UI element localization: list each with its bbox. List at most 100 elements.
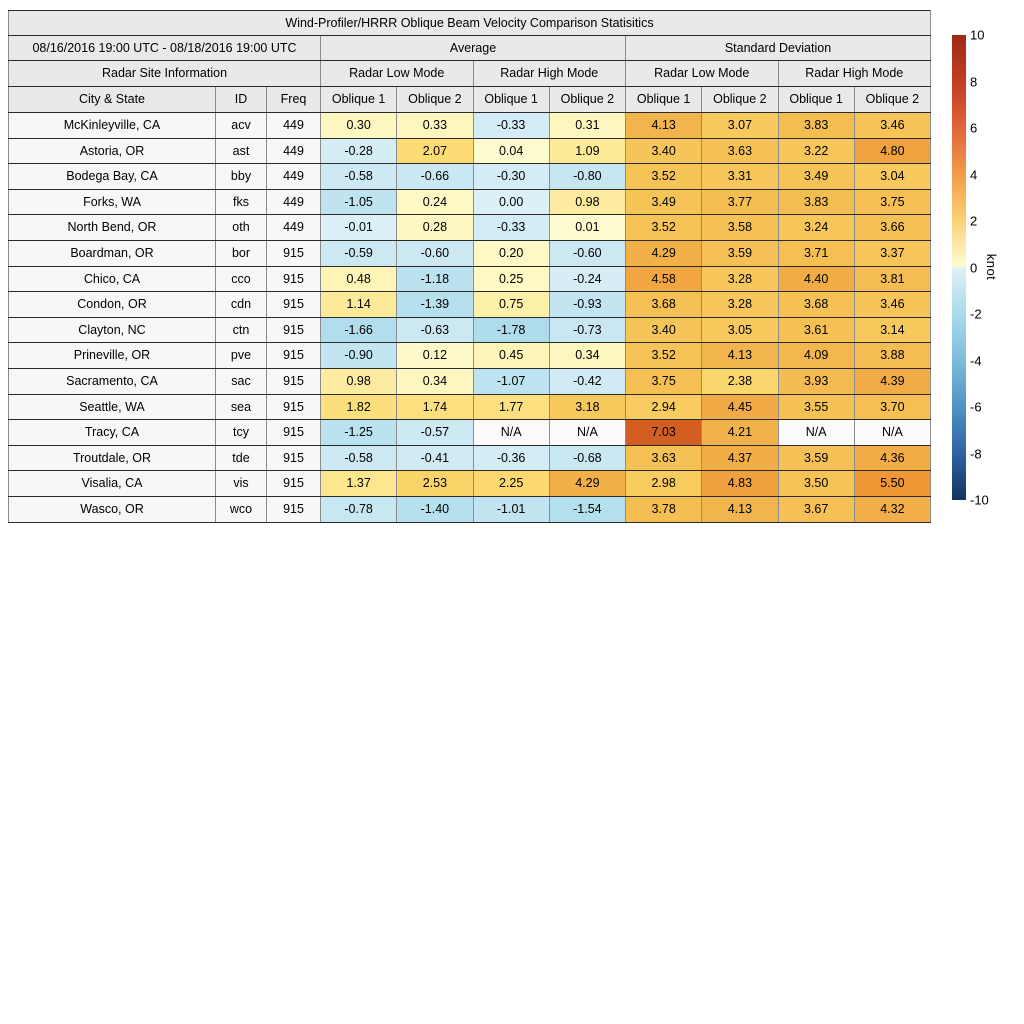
freq-cell: 915: [266, 393, 321, 421]
city-cell: Bodega Bay, CA: [8, 163, 216, 190]
table-row: Chico, CA cco 915 0.48 -1.18 0.25 -0.24 4.58 3.2…: [8, 265, 932, 293]
value-cell: -0.59: [319, 239, 398, 267]
value-cell: -1.66: [319, 316, 398, 344]
freq-cell: 915: [266, 470, 321, 497]
site-id-cell: fks: [215, 188, 267, 216]
group-header-row: 08/16/2016 19:00 UTC - 08/18/2016 19:00 …: [8, 35, 931, 61]
value-cell: 1.74: [396, 393, 474, 421]
table-row: McKinleyville, CA acv 449 0.30 0.33 -0.33 0.31…: [8, 112, 932, 139]
value-cell: 5.50: [853, 470, 932, 497]
avg-low-mode-header: Radar Low Mode: [320, 60, 474, 87]
freq-cell: 449: [266, 137, 321, 165]
site-id-cell: bor: [215, 239, 267, 267]
col-header-oblique: Oblique 2: [396, 86, 474, 113]
table-row: Bodega Bay, CA bby 449 -0.58 -0.66 -0.30 -0.80…: [8, 163, 932, 190]
colorbar-tick-label: 6: [970, 120, 978, 136]
value-cell: -0.41: [396, 444, 474, 472]
freq-cell: 915: [266, 419, 321, 446]
table-row: Troutdale, OR tde 915 -0.58 -0.41 -0.36 -0.68 3…: [8, 444, 932, 472]
colorbar-tick-label: -2: [970, 306, 982, 322]
value-cell: 2.38: [701, 367, 779, 395]
freq-cell: 449: [266, 188, 321, 216]
site-id-cell: ctn: [215, 316, 267, 344]
value-cell: -0.58: [319, 444, 398, 472]
value-cell: 3.14: [853, 316, 932, 344]
freq-cell: 915: [266, 291, 321, 318]
freq-cell: 449: [266, 163, 321, 190]
value-cell: 3.63: [624, 444, 703, 472]
value-cell: 2.07: [396, 137, 474, 165]
value-cell: N/A: [472, 419, 550, 446]
site-id-cell: sac: [215, 367, 267, 395]
value-cell: -1.40: [396, 495, 474, 523]
city-cell: Chico, CA: [8, 265, 216, 293]
site-id-cell: pve: [215, 342, 267, 369]
value-cell: 4.09: [777, 342, 855, 369]
freq-cell: 915: [266, 495, 321, 523]
table-row: North Bend, OR oth 449 -0.01 0.28 -0.33 0.01 3.…: [8, 214, 932, 241]
value-cell: -1.54: [548, 495, 627, 523]
table-row: Clayton, NC ctn 915 -1.66 -0.63 -1.78 -0.73 3.4…: [8, 316, 932, 344]
value-cell: 3.83: [777, 188, 855, 216]
site-id-cell: vis: [215, 470, 267, 497]
value-cell: 0.98: [548, 188, 627, 216]
colorbar-tick-label: 8: [970, 74, 978, 89]
freq-cell: 915: [266, 239, 321, 267]
col-header-oblique: Oblique 1: [777, 86, 855, 113]
table-row: Forks, WA fks 449 -1.05 0.24 0.00 0.98 3.49 3.77…: [8, 188, 932, 216]
mode-header-row: Radar Site Information Radar Low Mode Ra…: [8, 60, 931, 87]
value-cell: 0.31: [548, 112, 627, 139]
col-header-oblique: Oblique 1: [319, 86, 398, 113]
value-cell: 3.70: [853, 393, 932, 421]
value-cell: 4.32: [853, 495, 932, 523]
city-cell: Seattle, WA: [8, 393, 216, 421]
value-cell: 0.33: [396, 112, 474, 139]
value-cell: -0.93: [548, 291, 627, 318]
value-cell: -1.01: [472, 495, 550, 523]
value-cell: -1.18: [396, 265, 474, 293]
table-row: Boardman, OR bor 915 -0.59 -0.60 0.20 -0.60 4.2…: [8, 239, 932, 267]
value-cell: 4.29: [624, 239, 703, 267]
colorbar-tick-label: -4: [970, 353, 982, 368]
value-cell: 4.80: [853, 137, 932, 165]
site-id-cell: acv: [215, 112, 267, 139]
city-cell: Boardman, OR: [8, 239, 216, 267]
group-std-header: Standard Deviation: [625, 35, 931, 61]
value-cell: 3.88: [853, 342, 932, 369]
table-header: Wind-Profiler/HRRR Oblique Beam Velocity…: [8, 10, 932, 113]
value-cell: 3.71: [777, 239, 855, 267]
site-id-cell: tcy: [215, 419, 267, 446]
value-cell: -1.39: [396, 291, 474, 318]
value-cell: 0.28: [396, 214, 474, 241]
value-cell: -1.07: [472, 367, 550, 395]
city-cell: Clayton, NC: [8, 316, 216, 344]
column-header-row: City & State ID Freq Oblique 1 Oblique 2…: [8, 86, 932, 113]
city-cell: Condon, OR: [8, 291, 216, 318]
colorbar-tick-label: -10: [970, 492, 989, 508]
value-cell: N/A: [853, 419, 932, 446]
value-cell: 3.50: [777, 470, 855, 497]
value-cell: 3.67: [777, 495, 855, 523]
value-cell: 3.22: [777, 137, 855, 165]
value-cell: 3.52: [624, 163, 703, 190]
value-cell: 3.61: [777, 316, 855, 344]
value-cell: N/A: [777, 419, 855, 446]
value-cell: 4.40: [777, 265, 855, 293]
freq-cell: 449: [266, 112, 321, 139]
value-cell: 7.03: [624, 419, 703, 446]
freq-cell: 915: [266, 342, 321, 369]
value-cell: 3.78: [624, 495, 703, 523]
value-cell: 3.63: [701, 137, 779, 165]
site-id-cell: bby: [215, 163, 267, 190]
value-cell: 3.75: [624, 367, 703, 395]
value-cell: 1.14: [319, 291, 398, 318]
value-cell: 4.58: [624, 265, 703, 293]
col-header-oblique: Oblique 2: [548, 86, 627, 113]
value-cell: 3.40: [624, 316, 703, 344]
value-cell: 3.68: [624, 291, 703, 318]
site-id-cell: cco: [215, 265, 267, 293]
col-header-city: City & State: [8, 86, 216, 113]
avg-high-mode-header: Radar High Mode: [472, 60, 626, 87]
value-cell: 0.34: [548, 342, 627, 369]
